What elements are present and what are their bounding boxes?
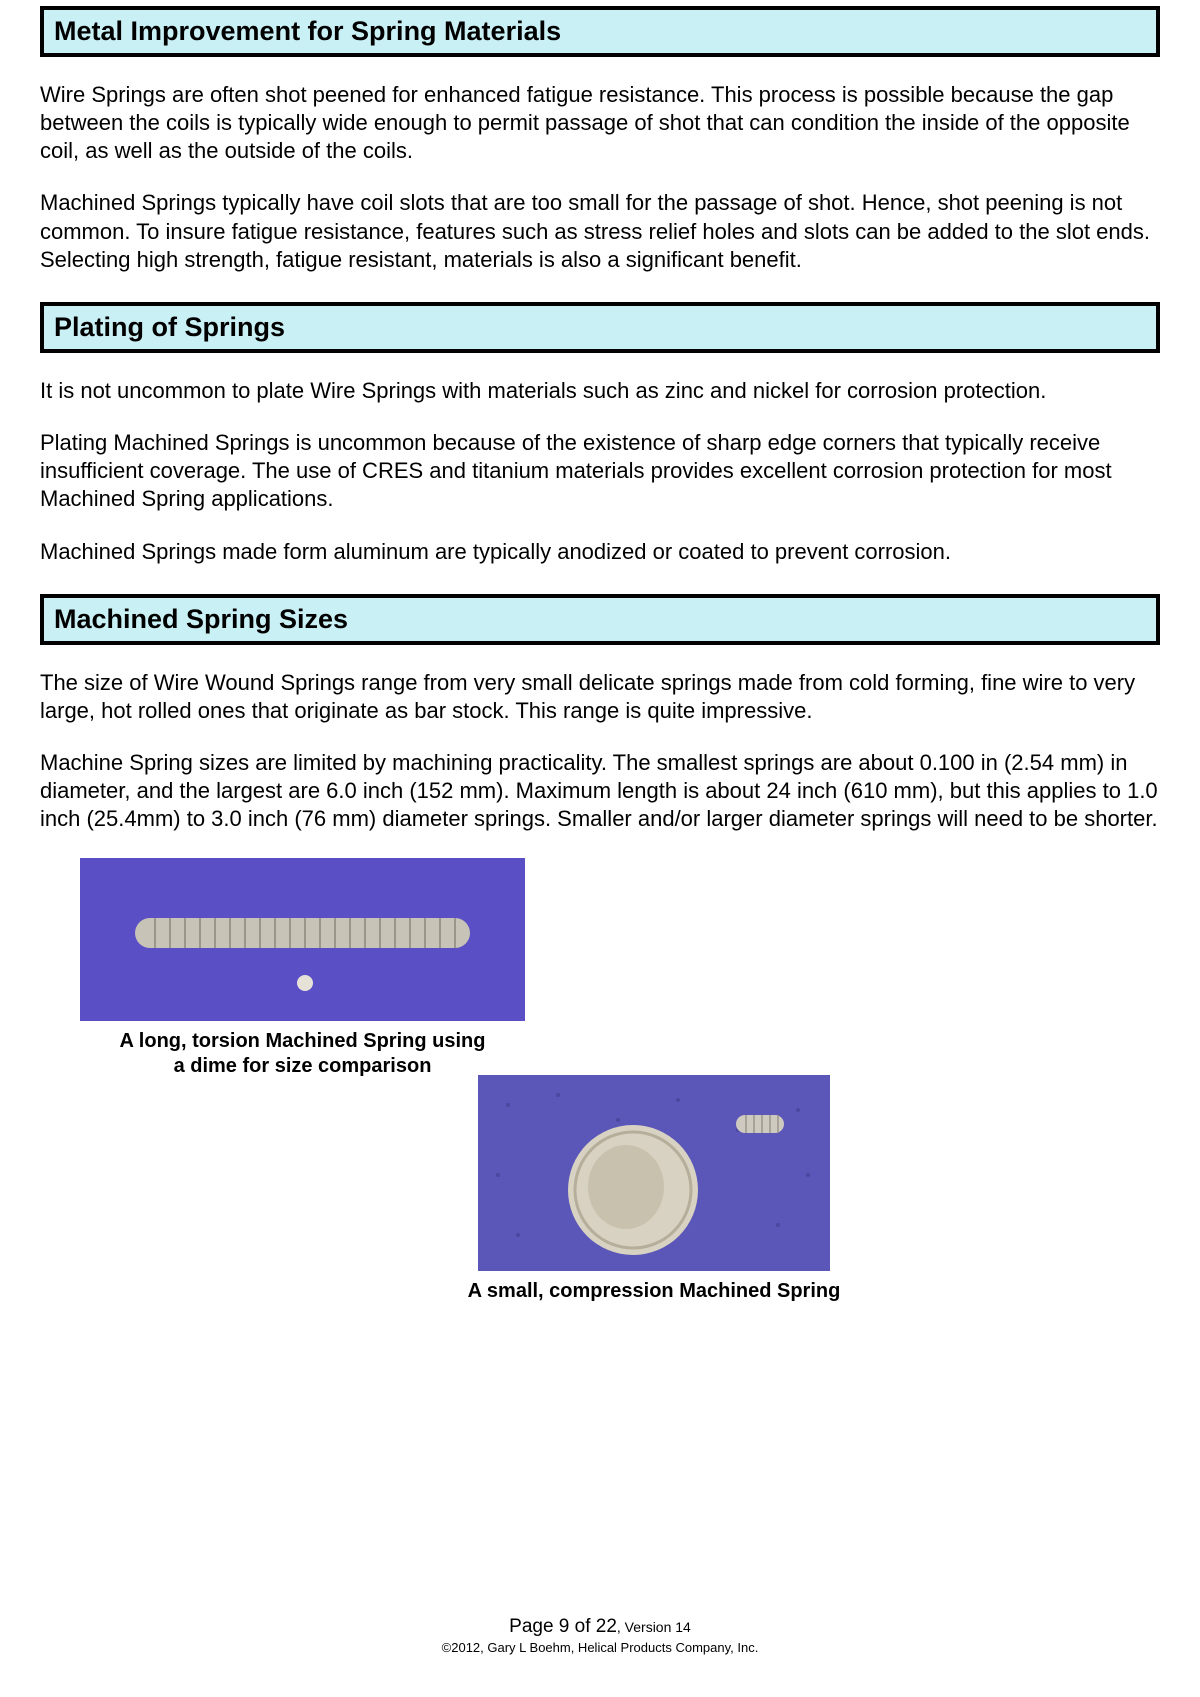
section-title: Plating of Springs [54, 312, 1146, 343]
section-body-plating: It is not uncommon to plate Wire Springs… [40, 377, 1160, 566]
paragraph: The size of Wire Wound Springs range fro… [40, 669, 1160, 725]
footer-page-number: Page 9 of 22 [509, 1616, 617, 1637]
figure-small-spring-caption: A small, compression Machined Spring [468, 1279, 841, 1304]
section-title: Metal Improvement for Spring Materials [54, 16, 1146, 47]
paragraph: Machined Springs typically have coil slo… [40, 189, 1160, 273]
figures-area: A long, torsion Machined Spring using a … [40, 858, 1160, 1304]
long-spring-svg [80, 858, 525, 1021]
paragraph: It is not uncommon to plate Wire Springs… [40, 377, 1160, 405]
section-header-metal-improvement: Metal Improvement for Spring Materials [40, 6, 1160, 57]
figure-small-spring: A small, compression Machined Spring [460, 1075, 848, 1304]
document-page: Metal Improvement for Spring Materials W… [0, 0, 1200, 1304]
figure-long-spring-caption: A long, torsion Machined Spring using a … [120, 1029, 486, 1079]
caption-line: A small, compression Machined Spring [468, 1280, 841, 1302]
footer-version: , Version 14 [617, 1619, 691, 1635]
figure-small-spring-image [460, 1075, 848, 1271]
paragraph: Machined Springs made form aluminum are … [40, 538, 1160, 566]
figure-long-spring: A long, torsion Machined Spring using a … [80, 858, 525, 1079]
footer-copyright: ©2012, Gary L Boehm, Helical Products Co… [0, 1640, 1200, 1655]
section-header-sizes: Machined Spring Sizes [40, 594, 1160, 645]
paragraph: Plating Machined Springs is uncommon bec… [40, 429, 1160, 513]
paragraph: Wire Springs are often shot peened for e… [40, 81, 1160, 165]
paragraph: Machine Spring sizes are limited by mach… [40, 749, 1160, 833]
figure-long-spring-image [80, 858, 525, 1021]
footer-page-line: Page 9 of 22, Version 14 [0, 1616, 1200, 1638]
section-body-metal-improvement: Wire Springs are often shot peened for e… [40, 81, 1160, 274]
section-title: Machined Spring Sizes [54, 604, 1146, 635]
caption-line: a dime for size comparison [174, 1055, 432, 1077]
section-header-plating: Plating of Springs [40, 302, 1160, 353]
caption-line: A long, torsion Machined Spring using [120, 1030, 486, 1052]
section-body-sizes: The size of Wire Wound Springs range fro… [40, 669, 1160, 834]
small-spring-svg [478, 1075, 830, 1271]
page-footer: Page 9 of 22, Version 14 ©2012, Gary L B… [0, 1616, 1200, 1655]
